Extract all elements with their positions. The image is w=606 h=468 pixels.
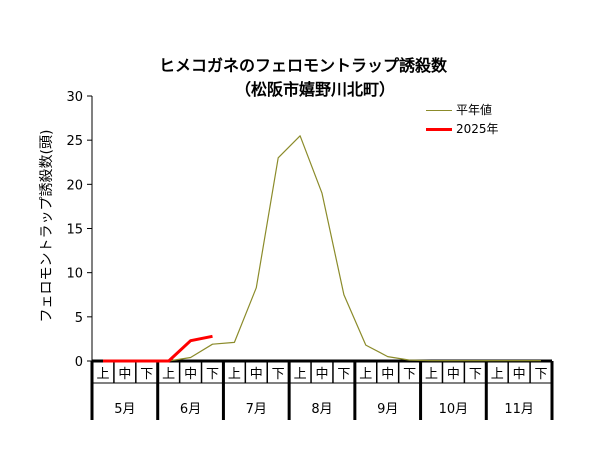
x-period-label: 上 xyxy=(294,367,307,382)
x-period-label: 中 xyxy=(118,367,131,382)
x-period-label: 中 xyxy=(184,367,197,382)
series-line-heinen xyxy=(103,135,541,362)
x-period-label: 中 xyxy=(315,367,328,382)
x-period-label: 下 xyxy=(403,367,416,382)
legend-swatch-2025 xyxy=(426,128,452,131)
series-line-2025 xyxy=(103,334,213,363)
x-period-label: 下 xyxy=(206,367,219,382)
x-month-label: 8月 xyxy=(311,402,332,417)
x-period-label: 中 xyxy=(250,367,263,382)
x-period-label: 上 xyxy=(491,367,504,382)
legend-swatch-heinen xyxy=(426,110,452,111)
legend-label-2025: 2025年 xyxy=(456,122,499,136)
x-period-label: 下 xyxy=(272,367,285,382)
y-tick-label: 25 xyxy=(66,134,83,149)
series-layer xyxy=(103,135,541,363)
legend-label-heinen: 平年値 xyxy=(456,103,493,117)
y-tick-label: 10 xyxy=(66,267,83,282)
x-month-label: 11月 xyxy=(504,402,534,417)
x-period-label: 上 xyxy=(359,367,372,382)
x-period-label: 上 xyxy=(425,367,438,382)
chart-subtitle: （松阪市嬉野川北町） xyxy=(234,80,395,99)
x-period-label: 上 xyxy=(162,367,175,382)
x-month-label: 9月 xyxy=(377,402,398,417)
x-period-label: 上 xyxy=(228,367,241,382)
x-period-label: 上 xyxy=(96,367,109,382)
x-month-label: 7月 xyxy=(246,402,267,417)
y-axis-label: フェロモントラップ誘殺数(頭) xyxy=(39,129,55,323)
label-layer: 051015202530上中下上中下上中下上中下上中下上中下上中下5月 6月 7月 8… xyxy=(66,90,547,417)
y-tick-label: 15 xyxy=(66,223,83,238)
x-period-label: 下 xyxy=(140,367,153,382)
x-month-label: 6月 xyxy=(180,402,201,417)
legend-item-heinen: 平年値 xyxy=(426,101,492,118)
x-period-label: 下 xyxy=(337,367,350,382)
y-tick-label: 30 xyxy=(66,90,83,105)
x-month-label: 10月 xyxy=(439,402,469,417)
x-period-label: 下 xyxy=(469,367,482,382)
x-period-label: 中 xyxy=(381,367,394,382)
y-tick-label: 0 xyxy=(75,355,83,370)
x-period-label: 中 xyxy=(447,367,460,382)
y-tick-label: 20 xyxy=(66,178,83,193)
y-tick-label: 5 xyxy=(75,311,83,326)
legend-item-2025: 2025年 xyxy=(426,120,499,137)
chart-title: ヒメコガネのフェロモントラップ誘殺数 xyxy=(158,56,447,75)
x-period-label: 下 xyxy=(535,367,548,382)
x-month-label: 5月 xyxy=(114,402,135,417)
x-period-label: 中 xyxy=(513,367,526,382)
